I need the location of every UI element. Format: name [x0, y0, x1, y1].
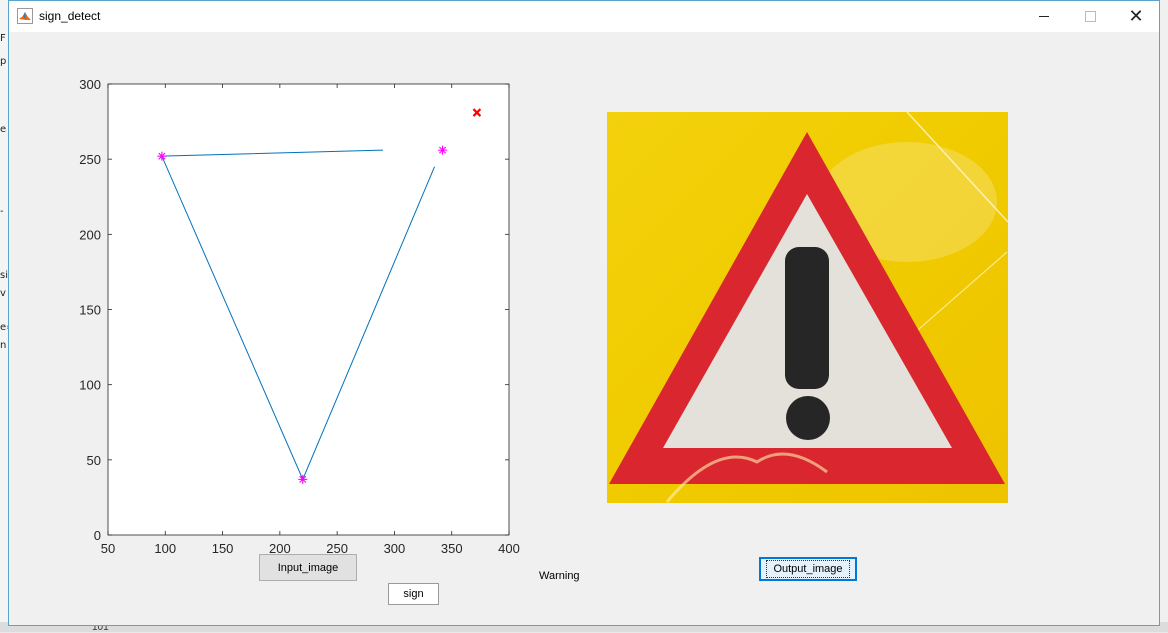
title-bar[interactable]: sign_detect ✕: [9, 1, 1159, 32]
data-line: [161, 149, 435, 481]
y-tick-label: 300: [79, 77, 101, 92]
bg-snippet: e: [0, 124, 7, 135]
line-number: 101: [92, 622, 109, 633]
x-marker: [472, 108, 482, 117]
plot-axes-area: [108, 84, 509, 535]
star-marker: [157, 151, 167, 161]
star-marker: [298, 474, 308, 484]
bg-snippet: si: [0, 270, 8, 281]
y-tick-label: 200: [79, 227, 101, 242]
output-image-button[interactable]: Output_image: [759, 557, 857, 581]
x-tick-label: 200: [269, 541, 291, 556]
y-tick-label: 0: [94, 528, 101, 543]
minimize-button[interactable]: [1021, 1, 1067, 32]
warning-sign-icon: [607, 112, 1008, 503]
maximize-icon: [1084, 11, 1096, 22]
y-tick-label: 150: [79, 303, 101, 318]
bg-snippet: -: [0, 206, 4, 217]
window-title: sign_detect: [39, 9, 101, 23]
close-button[interactable]: ✕: [1113, 1, 1159, 32]
y-tick-label: 100: [79, 378, 101, 393]
matlab-icon: [17, 8, 33, 24]
sign-field[interactable]: sign: [388, 583, 439, 605]
x-tick-label: 50: [101, 541, 115, 556]
x-tick-label: 400: [498, 541, 520, 556]
result-label: Warning: [539, 570, 580, 582]
maximize-button[interactable]: [1067, 1, 1113, 32]
bg-snippet: e=: [0, 322, 15, 333]
output-image-button-label: Output_image: [766, 560, 850, 578]
star-marker: [438, 145, 448, 155]
x-tick-label: 300: [384, 541, 406, 556]
y-tick-label: 50: [87, 453, 101, 468]
bg-snippet: n: [0, 340, 7, 351]
plot-axes[interactable]: 50 100 150 200 250 300 350 40005010015020025030…: [9, 1, 609, 561]
bg-snippet: p: [0, 56, 7, 67]
y-tick-label: 250: [79, 152, 101, 167]
minimize-icon: [1039, 16, 1049, 17]
background-editor-left: F p e - si v e= n: [0, 0, 15, 632]
x-tick-label: 350: [441, 541, 463, 556]
x-tick-label: 150: [212, 541, 234, 556]
background-editor-bottom: 101: [0, 622, 1168, 633]
bg-snippet: F: [0, 33, 6, 44]
bg-snippet: v: [0, 288, 6, 299]
figure-window: sign_detect ✕ 50 100 150 200 250 300 350 400 0 50…: [8, 0, 1160, 626]
background-editor-right: [1158, 0, 1168, 632]
input-image-button[interactable]: Input_image: [259, 554, 357, 581]
x-tick-label: 250: [326, 541, 348, 556]
x-tick-label: 100: [154, 541, 176, 556]
output-image: [607, 112, 1008, 503]
close-icon: ✕: [1128, 6, 1144, 26]
axes-frame: [107, 83, 510, 536]
